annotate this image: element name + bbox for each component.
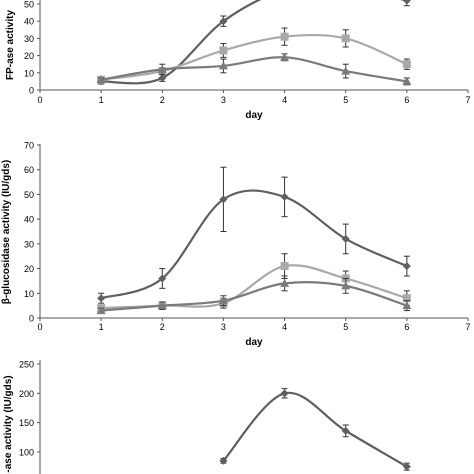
y-tick-label-fpase: 20 bbox=[24, 51, 34, 61]
y-tick-label-fpase: 10 bbox=[24, 68, 34, 78]
y-tick-label-third-enzyme: 250 bbox=[19, 360, 34, 370]
x-tick-label-beta-glucosidase: 1 bbox=[99, 322, 104, 332]
y-axis-label-fpase: FP-ase activity bbox=[5, 10, 16, 80]
x-tick-label-beta-glucosidase: 0 bbox=[37, 322, 42, 332]
data-point-diamond-fpase bbox=[158, 73, 167, 82]
x-tick-label-beta-glucosidase: 6 bbox=[404, 322, 409, 332]
y-tick-label-beta-glucosidase: 30 bbox=[24, 239, 34, 249]
x-tick-label-beta-glucosidase: 3 bbox=[221, 322, 226, 332]
data-point-triangle-beta-glucosidase bbox=[218, 296, 228, 305]
data-point-diamond-beta-glucosidase bbox=[219, 195, 228, 204]
y-tick-label-beta-glucosidase: 60 bbox=[24, 165, 34, 175]
x-tick-label-fpase: 1 bbox=[99, 95, 104, 105]
x-tick-label-beta-glucosidase: 5 bbox=[343, 322, 348, 332]
data-point-diamond-beta-glucosidase bbox=[280, 192, 289, 201]
y-tick-label-fpase: 40 bbox=[24, 17, 34, 27]
series-line-diamond-beta-glucosidase bbox=[100, 189, 408, 300]
data-point-square-fpase bbox=[402, 60, 411, 69]
y-tick-label-third-enzyme: 200 bbox=[19, 389, 34, 399]
data-point-diamond-third-enzyme bbox=[402, 462, 411, 471]
x-axis-label-fpase: day bbox=[245, 110, 263, 121]
chart-third-enzyme: -ase activity (IU/gds) 100 150 200 250 bbox=[3, 360, 411, 474]
data-point-square-beta-glucosidase bbox=[280, 262, 289, 271]
data-point-triangle-beta-glucosidase bbox=[341, 281, 351, 290]
x-tick-label-fpase: 4 bbox=[282, 95, 287, 105]
x-tick-label-fpase: 0 bbox=[37, 95, 42, 105]
x-axis-label-beta-glucosidase: day bbox=[245, 337, 263, 348]
data-point-triangle-fpase bbox=[402, 76, 412, 85]
data-point-diamond-beta-glucosidase bbox=[158, 274, 167, 283]
x-tick-label-fpase: 7 bbox=[465, 95, 470, 105]
y-tick-label-fpase: 0 bbox=[29, 86, 34, 96]
x-tick-label-fpase: 6 bbox=[404, 95, 409, 105]
data-point-triangle-fpase bbox=[96, 75, 106, 84]
data-point-triangle-beta-glucosidase bbox=[157, 301, 167, 310]
y-tick-label-third-enzyme: 150 bbox=[19, 418, 34, 428]
series-line-triangle-beta-glucosidase bbox=[101, 281, 408, 312]
y-tick-label-beta-glucosidase: 0 bbox=[29, 314, 34, 324]
data-point-square-fpase bbox=[280, 32, 289, 41]
series-line-diamond-third-enzyme bbox=[222, 391, 408, 468]
x-tick-label-fpase: 2 bbox=[160, 95, 165, 105]
x-tick-label-fpase: 3 bbox=[221, 95, 226, 105]
y-tick-label-beta-glucosidase: 10 bbox=[24, 289, 34, 299]
y-tick-label-third-enzyme: 100 bbox=[19, 448, 34, 458]
x-tick-label-beta-glucosidase: 7 bbox=[465, 322, 470, 332]
data-point-diamond-beta-glucosidase bbox=[341, 234, 350, 243]
data-point-diamond-fpase bbox=[219, 17, 228, 26]
data-point-square-fpase bbox=[341, 34, 350, 43]
y-axis-label-third-enzyme: -ase activity (IU/gds) bbox=[3, 375, 14, 472]
data-point-diamond-third-enzyme bbox=[280, 389, 289, 398]
y-tick-label-fpase: 30 bbox=[24, 34, 34, 44]
data-point-square-fpase bbox=[219, 46, 228, 55]
data-point-diamond-third-enzyme bbox=[341, 426, 350, 435]
data-point-diamond-beta-glucosidase bbox=[402, 262, 411, 271]
x-tick-label-fpase: 5 bbox=[343, 95, 348, 105]
y-axis-label-beta-glucosidase: β-glucosidase activity (IU/gds) bbox=[1, 160, 12, 304]
data-point-diamond-fpase bbox=[402, 0, 411, 5]
series-line-diamond-fpase bbox=[101, 0, 407, 85]
x-tick-label-beta-glucosidase: 2 bbox=[160, 322, 165, 332]
data-point-triangle-fpase bbox=[218, 61, 228, 70]
y-tick-label-beta-glucosidase: 20 bbox=[24, 264, 34, 274]
data-point-diamond-third-enzyme bbox=[219, 456, 228, 465]
y-tick-label-beta-glucosidase: 50 bbox=[24, 190, 34, 200]
data-point-square-beta-glucosidase bbox=[402, 294, 411, 303]
chart-fpase: FP-ase activity 0 10 20 30 40 50 0 1 2 3 4 5 6 7 day bbox=[5, 0, 471, 121]
data-point-triangle-beta-glucosidase bbox=[96, 306, 106, 315]
y-tick-label-fpase: 50 bbox=[24, 0, 34, 10]
data-point-triangle-beta-glucosidase bbox=[402, 301, 412, 310]
series-line-triangle-fpase bbox=[100, 56, 408, 83]
data-point-triangle-fpase bbox=[341, 66, 351, 75]
y-tick-label-beta-glucosidase: 40 bbox=[24, 215, 34, 225]
data-point-triangle-fpase bbox=[157, 64, 167, 73]
x-tick-label-beta-glucosidase: 4 bbox=[282, 322, 287, 332]
data-point-diamond-beta-glucosidase bbox=[97, 294, 106, 303]
data-point-triangle-fpase bbox=[280, 52, 290, 61]
data-point-triangle-beta-glucosidase bbox=[280, 278, 290, 287]
chart-beta-glucosidase: β-glucosidase activity (IU/gds) 01020304… bbox=[1, 141, 471, 349]
y-tick-label-beta-glucosidase: 70 bbox=[24, 141, 34, 151]
